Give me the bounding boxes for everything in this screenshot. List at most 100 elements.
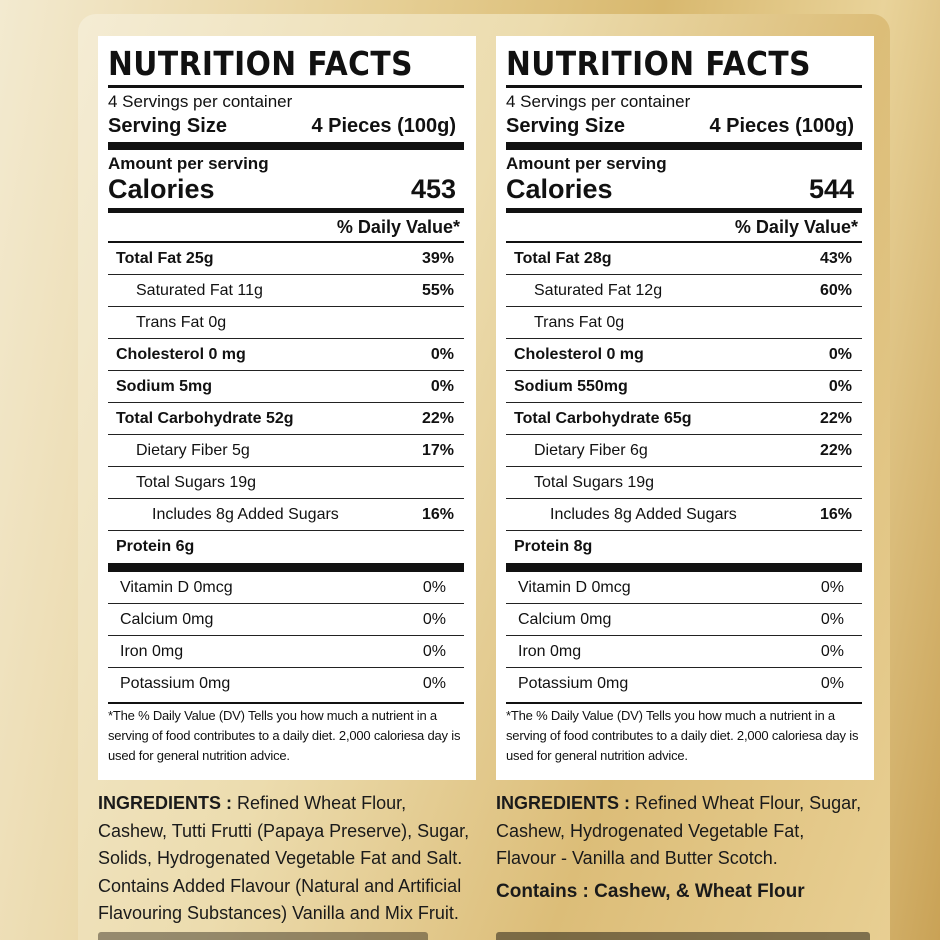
serving-size: Serving Size 4 Pieces (100g) bbox=[108, 113, 464, 139]
nutrient-row: Trans Fat 0g bbox=[506, 307, 862, 339]
nutrient-dv: 0% bbox=[430, 345, 454, 363]
nutrient-dv: 22% bbox=[421, 409, 454, 427]
daily-value-footnote: *The % Daily Value (DV) Tells you how mu… bbox=[108, 702, 464, 766]
nutrient-dv: 16% bbox=[819, 505, 852, 523]
nutrient-dv: 0% bbox=[828, 345, 852, 363]
ingredients-label: INGREDIENTS : bbox=[496, 793, 631, 813]
vitamin-label: Vitamin D 0mcg bbox=[120, 578, 233, 596]
vitamin-dv: 0% bbox=[422, 642, 446, 660]
serving-size-value: 4 Pieces (100g) bbox=[311, 115, 456, 137]
nutrient-label: Includes 8g Added Sugars bbox=[550, 505, 737, 523]
vitamin-label: Potassium 0mg bbox=[120, 675, 231, 692]
divider bbox=[108, 142, 464, 150]
nutrient-row: Cholesterol 0 mg 0% bbox=[506, 339, 862, 371]
nutrition-panel-right: NUTRITION FACTS 4 Servings per container… bbox=[496, 36, 874, 780]
nutrient-label: Total Carbohydrate 65g bbox=[514, 409, 692, 427]
nutrient-row: Total Sugars 19g bbox=[506, 467, 862, 499]
nutrient-label: Dietary Fiber 6g bbox=[534, 441, 648, 459]
nutrient-label: Sodium 5mg bbox=[116, 377, 213, 395]
divider bbox=[108, 563, 464, 572]
nutrient-dv: 0% bbox=[828, 377, 852, 395]
vitamin-label: Potassium 0mg bbox=[518, 675, 629, 692]
nutrient-label: Trans Fat 0g bbox=[534, 313, 625, 331]
divider bbox=[506, 208, 862, 213]
nutrient-row: Includes 8g Added Sugars 16% bbox=[506, 499, 862, 531]
vitamin-dv: 0% bbox=[422, 675, 446, 692]
nutrient-row: Total Sugars 19g bbox=[108, 467, 464, 499]
vitamin-row: Vitamin D 0mcg 0% bbox=[506, 572, 862, 604]
nutrient-label: Total Fat 28g bbox=[514, 249, 612, 267]
nutrient-row: Includes 8g Added Sugars 16% bbox=[108, 499, 464, 531]
divider bbox=[108, 85, 464, 88]
nutrient-label: Total Fat 25g bbox=[116, 249, 214, 267]
daily-value-header: % Daily Value* bbox=[108, 213, 464, 243]
nutrient-row: Saturated Fat 12g 60% bbox=[506, 275, 862, 307]
nutrient-row: Sodium 5mg 0% bbox=[108, 371, 464, 403]
divider bbox=[108, 208, 464, 213]
nutrient-row: Sodium 550mg 0% bbox=[506, 371, 862, 403]
vitamin-row: Iron 0mg 0% bbox=[506, 636, 862, 668]
amount-per-serving: Amount per serving bbox=[108, 154, 269, 173]
nutrient-row: Total Carbohydrate 65g 22% bbox=[506, 403, 862, 435]
nutrient-dv: 16% bbox=[421, 505, 454, 523]
servings-per-container: 4 Servings per container bbox=[108, 92, 293, 111]
vitamin-label: Iron 0mg bbox=[120, 642, 184, 660]
nutrient-label: Saturated Fat 11g bbox=[136, 281, 263, 299]
amount-per-serving: Amount per serving bbox=[506, 154, 667, 173]
nutrient-row: Total Carbohydrate 52g 22% bbox=[108, 403, 464, 435]
nutrient-dv: 0% bbox=[430, 377, 454, 395]
vitamin-row: Calcium 0mg 0% bbox=[108, 604, 464, 636]
nutrient-label: Total Sugars 19g bbox=[136, 473, 257, 491]
allergen-contains: Contains : Cashew, & Wheat Flour bbox=[496, 880, 805, 902]
vitamin-row: Calcium 0mg 0% bbox=[506, 604, 862, 636]
vitamin-label: Calcium 0mg bbox=[518, 610, 612, 628]
nutrient-row: Dietary Fiber 6g 22% bbox=[506, 435, 862, 467]
ingredients-right: INGREDIENTS : Refined Wheat Flour, Sugar… bbox=[496, 790, 868, 907]
cropped-text-left bbox=[98, 932, 428, 940]
nutrient-row: Trans Fat 0g bbox=[108, 307, 464, 339]
vitamin-row: Iron 0mg 0% bbox=[108, 636, 464, 668]
nutrient-dv: 43% bbox=[819, 249, 852, 267]
vitamin-row: Potassium 0mg 0% bbox=[506, 668, 862, 700]
nutrient-dv: 22% bbox=[819, 409, 852, 427]
divider bbox=[506, 142, 862, 150]
vitamin-dv: 0% bbox=[820, 675, 844, 692]
nutrient-dv: 60% bbox=[819, 281, 852, 299]
calories-value: 544 bbox=[808, 174, 854, 204]
serving-size-label: Serving Size bbox=[506, 115, 625, 137]
serving-size: Serving Size 4 Pieces (100g) bbox=[506, 113, 862, 139]
ingredients-left: INGREDIENTS : Refined Wheat Flour, Cashe… bbox=[98, 790, 478, 928]
nutrient-row: Protein 8g bbox=[506, 531, 862, 563]
vitamin-row: Vitamin D 0mcg 0% bbox=[108, 572, 464, 604]
panel-title: NUTRITION FACTS bbox=[506, 44, 811, 83]
calories: Calories 544 bbox=[506, 174, 862, 204]
vitamin-dv: 0% bbox=[820, 610, 844, 628]
nutrient-label: Protein 8g bbox=[514, 538, 593, 555]
nutrient-row: Cholesterol 0 mg 0% bbox=[108, 339, 464, 371]
nutrient-row: Total Fat 25g 39% bbox=[108, 243, 464, 275]
nutrient-row: Dietary Fiber 5g 17% bbox=[108, 435, 464, 467]
nutrient-label: Trans Fat 0g bbox=[136, 313, 227, 331]
serving-size-value: 4 Pieces (100g) bbox=[709, 115, 854, 137]
ingredients-text: Refined Wheat Flour, Sugar, Cashew, Hydr… bbox=[496, 793, 862, 868]
nutrient-label: Cholesterol 0 mg bbox=[514, 345, 644, 363]
serving-size-label: Serving Size bbox=[108, 115, 227, 137]
nutrient-label: Total Sugars 19g bbox=[534, 473, 655, 491]
calories: Calories 453 bbox=[108, 174, 464, 204]
nutrient-row: Total Fat 28g 43% bbox=[506, 243, 862, 275]
daily-value-header: % Daily Value* bbox=[506, 213, 862, 243]
nutrient-dv: 17% bbox=[421, 441, 454, 459]
nutrient-label: Total Carbohydrate 52g bbox=[116, 409, 294, 427]
vitamin-label: Vitamin D 0mcg bbox=[518, 578, 631, 596]
divider bbox=[506, 563, 862, 572]
nutrient-label: Cholesterol 0 mg bbox=[116, 345, 246, 363]
daily-value-footnote: *The % Daily Value (DV) Tells you how mu… bbox=[506, 702, 862, 766]
ingredients-label: INGREDIENTS : bbox=[98, 793, 233, 813]
nutrient-label: Sodium 550mg bbox=[514, 377, 628, 395]
ingredients-text: Refined Wheat Flour, Cashew, Tutti Frutt… bbox=[98, 793, 470, 923]
panel-title: NUTRITION FACTS bbox=[108, 44, 413, 83]
nutrient-row: Protein 6g bbox=[108, 531, 464, 563]
servings-per-container: 4 Servings per container bbox=[506, 92, 691, 111]
nutrient-label: Dietary Fiber 5g bbox=[136, 441, 250, 459]
nutrient-label: Includes 8g Added Sugars bbox=[152, 505, 339, 523]
